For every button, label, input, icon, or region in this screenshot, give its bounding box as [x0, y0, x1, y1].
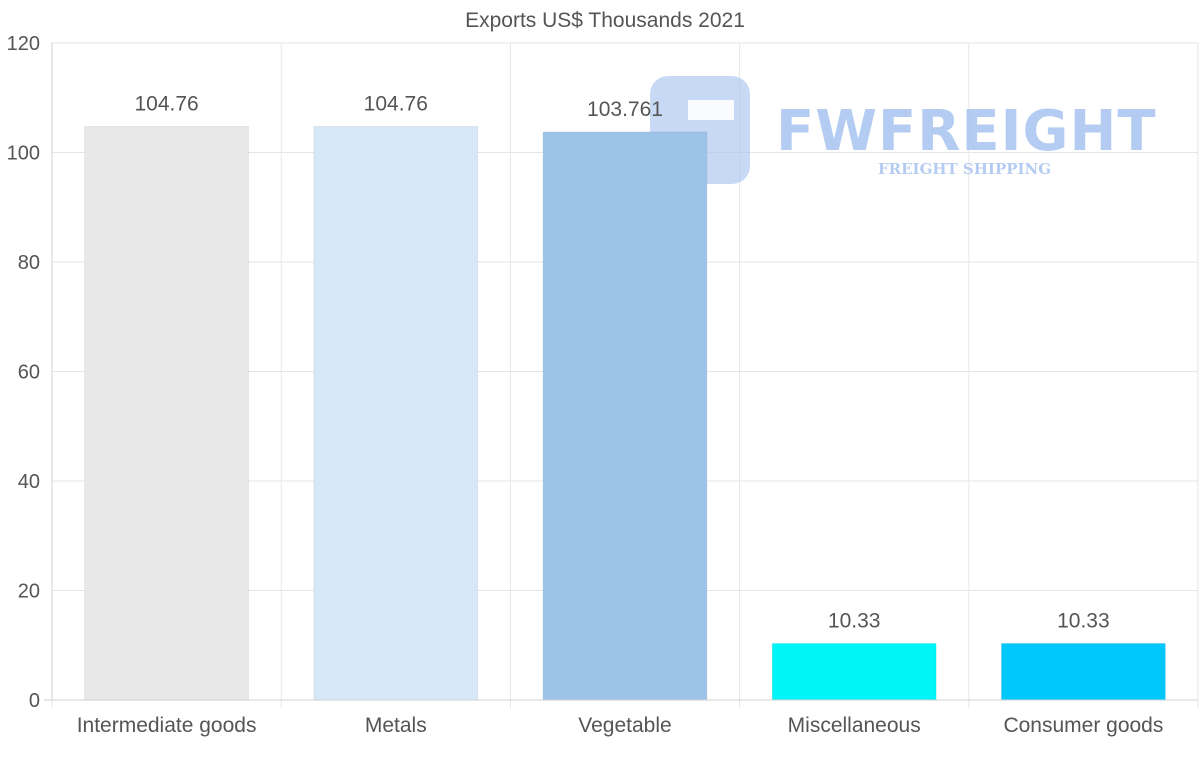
x-tick-label: Intermediate goods	[77, 714, 257, 737]
bar-value-label: 10.33	[1057, 609, 1110, 632]
watermark-brand: FWFREIGHT	[776, 99, 1157, 164]
x-tick-label: Miscellaneous	[788, 714, 921, 737]
y-tick-label: 0	[29, 690, 40, 712]
chart-title: Exports US$ Thousands 2021	[465, 9, 745, 32]
bar-value-label: 103.761	[587, 98, 663, 121]
x-tick-label: Metals	[365, 714, 427, 737]
value-labels: 104.76 104.76 103.761 10.33 10.33	[134, 92, 1109, 632]
bar-value-label: 104.76	[134, 92, 198, 115]
bar-vegetable[interactable]	[542, 131, 708, 701]
bar-consumer-goods[interactable]	[1000, 642, 1166, 701]
y-tick-label: 60	[18, 362, 40, 384]
bar-miscellaneous[interactable]	[771, 642, 937, 701]
y-tick-label: 80	[18, 252, 40, 274]
bar-value-label: 104.76	[364, 92, 428, 115]
bar-metals[interactable]	[313, 125, 479, 701]
bar-intermediate-goods[interactable]	[84, 125, 250, 701]
x-tick-label: Consumer goods	[1003, 714, 1163, 737]
bar-value-label: 10.33	[828, 609, 881, 632]
y-tick-label: 20	[18, 581, 40, 603]
y-tick-label: 120	[7, 33, 40, 55]
x-tick-label: Vegetable	[578, 714, 671, 737]
watermark: FWFREIGHT FREIGHT SHIPPING	[650, 76, 1157, 184]
y-tick-label: 100	[7, 143, 40, 165]
y-tick-label: 40	[18, 471, 40, 493]
bars	[84, 125, 1166, 701]
axes: 0 20 40 60 80 100 120 Intermediate goods Metals V…	[7, 33, 1198, 737]
watermark-logo-cutout	[688, 100, 734, 120]
watermark-tagline: FREIGHT SHIPPING	[878, 160, 1051, 178]
